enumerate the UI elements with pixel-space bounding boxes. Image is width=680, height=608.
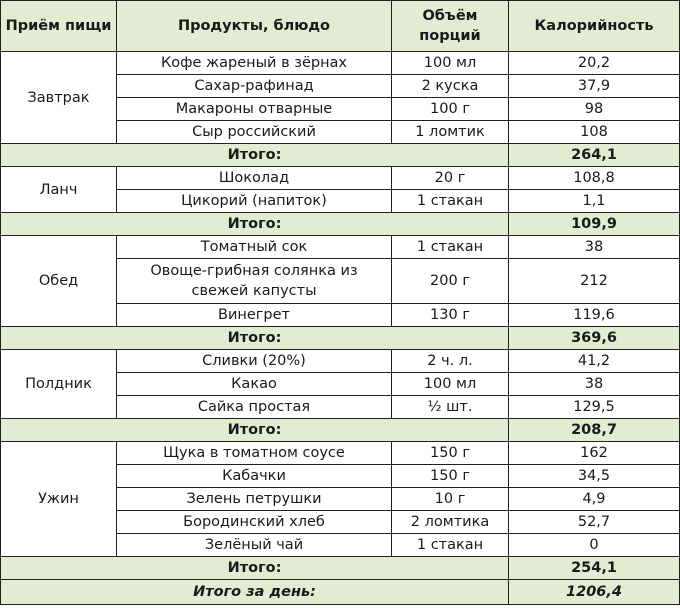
header-row: Приём пищи Продукты, блюдо Объём порций … bbox=[0, 0, 680, 52]
meal-name: Обед bbox=[0, 235, 117, 327]
calories-cell: 108 bbox=[508, 120, 680, 144]
product-cell: Какао bbox=[116, 372, 392, 396]
subtotal-row: Итого: 254,1 bbox=[0, 556, 680, 580]
portion-cell: 130 г bbox=[391, 303, 509, 327]
product-cell: Сливки (20%) bbox=[116, 349, 392, 373]
portion-cell: 1 стакан bbox=[391, 533, 509, 557]
calories-cell: 37,9 bbox=[508, 74, 680, 98]
table-row: Кабачки 150 г 34,5 bbox=[1, 464, 680, 488]
calories-cell: 162 bbox=[508, 441, 680, 465]
portion-cell: 1 стакан bbox=[391, 189, 509, 213]
subtotal-label: Итого: bbox=[0, 418, 509, 442]
subtotal-label: Итого: bbox=[0, 143, 509, 167]
table-row: Цикорий (напиток) 1 стакан 1,1 bbox=[1, 189, 680, 213]
calories-cell: 4,9 bbox=[508, 487, 680, 511]
subtotal-value: 264,1 bbox=[508, 143, 680, 167]
product-cell: Сахар-рафинад bbox=[116, 74, 392, 98]
grand-total-value: 1206,4 bbox=[508, 579, 680, 605]
portion-cell: 100 мл bbox=[391, 51, 509, 75]
header-product: Продукты, блюдо bbox=[116, 0, 392, 52]
meal-name: Завтрак bbox=[0, 51, 117, 144]
subtotal-label: Итого: bbox=[0, 326, 509, 350]
subtotal-value: 208,7 bbox=[508, 418, 680, 442]
subtotal-value: 254,1 bbox=[508, 556, 680, 580]
calories-cell: 38 bbox=[508, 235, 680, 259]
table-row: Бородинский хлеб 2 ломтика 52,7 bbox=[1, 510, 680, 534]
meal-name: Ужин bbox=[0, 441, 117, 557]
product-cell: Бородинский хлеб bbox=[116, 510, 392, 534]
header-meal: Приём пищи bbox=[0, 0, 117, 52]
portion-cell: 150 г bbox=[391, 464, 509, 488]
calories-cell: 0 bbox=[508, 533, 680, 557]
header-portion: Объём порций bbox=[391, 0, 509, 52]
grand-total-row: Итого за день: 1206,4 bbox=[0, 579, 680, 605]
calories-cell: 20,2 bbox=[508, 51, 680, 75]
portion-cell: 10 г bbox=[391, 487, 509, 511]
table-row: Сыр российский 1 ломтик 108 bbox=[1, 120, 680, 144]
subtotal-row: Итого: 208,7 bbox=[0, 418, 680, 442]
portion-cell: 150 г bbox=[391, 441, 509, 465]
product-cell: Шоколад bbox=[116, 166, 392, 190]
subtotal-value: 369,6 bbox=[508, 326, 680, 350]
header-calories: Калорийность bbox=[508, 0, 680, 52]
portion-cell: 200 г bbox=[391, 258, 509, 304]
calories-cell: 41,2 bbox=[508, 349, 680, 373]
calories-cell: 34,5 bbox=[508, 464, 680, 488]
product-cell: Кофе жареный в зёрнах bbox=[116, 51, 392, 75]
product-cell: Винегрет bbox=[116, 303, 392, 327]
calories-cell: 98 bbox=[508, 97, 680, 121]
product-cell: Сыр российский bbox=[116, 120, 392, 144]
meal-name: Ланч bbox=[0, 166, 117, 213]
calories-cell: 212 bbox=[508, 258, 680, 304]
calories-cell: 52,7 bbox=[508, 510, 680, 534]
portion-cell: 2 ч. л. bbox=[391, 349, 509, 373]
grand-total-label: Итого за день: bbox=[0, 579, 509, 605]
portion-cell: 1 стакан bbox=[391, 235, 509, 259]
calories-cell: 108,8 bbox=[508, 166, 680, 190]
portion-cell: 20 г bbox=[391, 166, 509, 190]
subtotal-value: 109,9 bbox=[508, 212, 680, 236]
product-cell: Зелёный чай bbox=[116, 533, 392, 557]
product-cell: Щука в томатном соусе bbox=[116, 441, 392, 465]
subtotal-row: Итого: 369,6 bbox=[0, 326, 680, 350]
product-cell: Сайка простая bbox=[116, 395, 392, 419]
table-row: Ланч Шоколад 20 г 108,8 bbox=[0, 166, 680, 213]
calories-cell: 129,5 bbox=[508, 395, 680, 419]
calories-cell: 119,6 bbox=[508, 303, 680, 327]
portion-cell: 100 мл bbox=[391, 372, 509, 396]
subtotal-row: Итого: 109,9 bbox=[0, 212, 680, 236]
subtotal-label: Итого: bbox=[0, 212, 509, 236]
subtotal-row: Итого: 264,1 bbox=[0, 143, 680, 167]
table-row: Завтрак Кофе жареный в зёрнах 100 мл 20,… bbox=[0, 51, 680, 144]
product-cell: Зелень петрушки bbox=[116, 487, 392, 511]
portion-cell: 1 ломтик bbox=[391, 120, 509, 144]
product-cell: Макароны отварные bbox=[116, 97, 392, 121]
portion-cell: 100 г bbox=[391, 97, 509, 121]
product-cell: Цикорий (напиток) bbox=[116, 189, 392, 213]
product-cell: Томатный сок bbox=[116, 235, 392, 259]
subtotal-label: Итого: bbox=[0, 556, 509, 580]
portion-cell: ½ шт. bbox=[391, 395, 509, 419]
calories-cell: 1,1 bbox=[508, 189, 680, 213]
table-row: Полдник Сливки (20%) 2 ч. л. 41,2 bbox=[0, 349, 680, 419]
table-row: Сахар-рафинад 2 куска 37,9 bbox=[1, 74, 680, 98]
table-row: Ужин Щука в томатном соусе 150 г 162 bbox=[0, 441, 680, 557]
portion-cell: 2 ломтика bbox=[391, 510, 509, 534]
table-row: Макароны отварные 100 г 98 bbox=[1, 97, 680, 121]
calories-cell: 38 bbox=[508, 372, 680, 396]
table-row: Овоще-грибная солянка из свежей капусты … bbox=[1, 258, 680, 304]
product-cell: Кабачки bbox=[116, 464, 392, 488]
meal-name: Полдник bbox=[0, 349, 117, 419]
table-row: Обед Томатный сок 1 стакан 38 bbox=[0, 235, 680, 327]
portion-cell: 2 куска bbox=[391, 74, 509, 98]
table-row: Сайка простая ½ шт. 129,5 bbox=[1, 395, 680, 419]
product-cell: Овоще-грибная солянка из свежей капусты bbox=[116, 258, 392, 304]
table-row: Зелёный чай 1 стакан 0 bbox=[1, 533, 680, 557]
